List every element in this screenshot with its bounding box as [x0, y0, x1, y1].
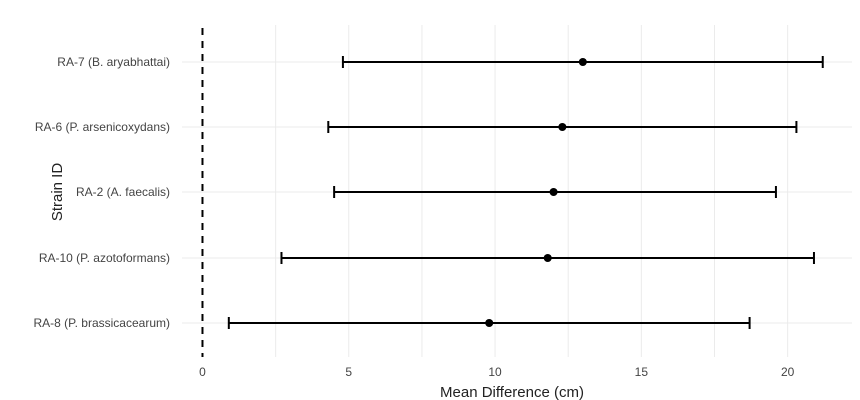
x-tick-label: 0	[199, 365, 206, 379]
point-estimate	[578, 58, 587, 66]
x-tick-label: 10	[488, 365, 502, 379]
point-estimate	[543, 254, 552, 262]
y-axis-title: Strain ID	[49, 163, 66, 222]
x-tick-label: 20	[781, 365, 795, 379]
x-axis-ticks: 0 5 10 15 20	[199, 365, 794, 379]
point-estimate	[549, 188, 558, 196]
x-tick-label: 15	[635, 365, 649, 379]
y-tick-label: RA-7 (B. aryabhattai)	[57, 55, 170, 69]
marks-layer	[227, 56, 824, 329]
point-estimate	[485, 319, 494, 327]
y-tick-label: RA-6 (P. arsenicoxydans)	[35, 120, 170, 134]
y-tick-label: RA-10 (P. azotoformans)	[39, 251, 170, 265]
y-tick-label: RA-8 (P. brassicacearum)	[34, 316, 171, 330]
x-axis-title: Mean Difference (cm)	[440, 384, 584, 400]
point-estimate	[558, 123, 567, 131]
y-axis-ticks: RA-7 (B. aryabhattai) RA-6 (P. arsenicoxy…	[34, 55, 171, 330]
y-tick-label: RA-2 (A. faecalis)	[76, 185, 170, 199]
x-tick-label: 5	[345, 365, 352, 379]
